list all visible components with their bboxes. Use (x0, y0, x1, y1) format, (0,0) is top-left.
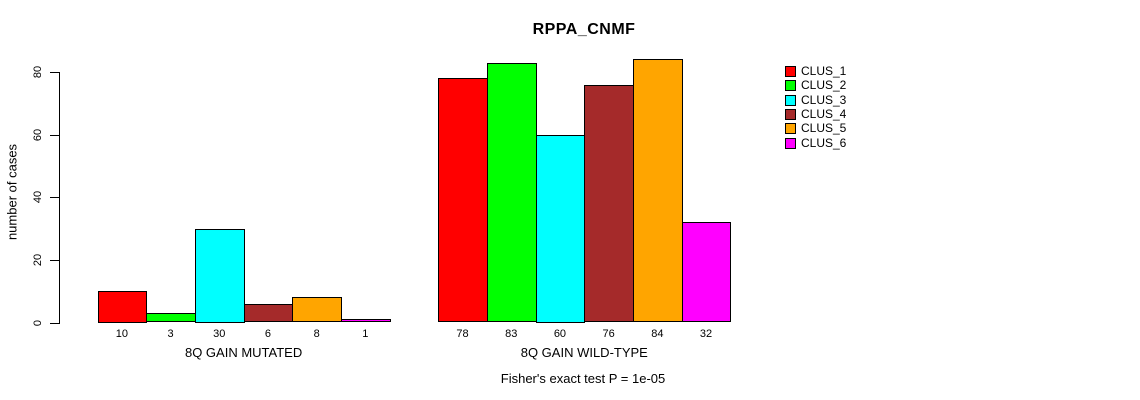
bar-clus_3-group2 (535, 134, 586, 323)
y-axis-tick (50, 197, 59, 199)
bar-clus_2-group2 (486, 62, 537, 323)
x-axis-group-label: 8Q GAIN MUTATED (184, 345, 303, 360)
bar-value-label: 78 (456, 328, 469, 340)
y-axis-tick-label: 0 (32, 319, 44, 326)
y-axis-tick-label: 80 (32, 65, 44, 79)
bar-clus_1-group2 (438, 78, 488, 323)
bar-clus_5-group2 (633, 59, 683, 323)
bar-clus_1-group1 (97, 291, 148, 323)
bar-value-label: 6 (264, 328, 271, 340)
bar-value-label: 76 (602, 328, 615, 340)
x-axis-group-label: 8Q GAIN WILD-TYPE (520, 345, 648, 360)
y-axis-tick-label: 60 (32, 128, 44, 141)
bar-value-label: 3 (167, 328, 174, 340)
legend-label: CLUS_4 (801, 106, 847, 121)
legend-swatch-clus_6 (785, 137, 796, 149)
bar-value-label: 83 (505, 328, 518, 340)
bar-value-label: 84 (651, 328, 664, 340)
legend-label: CLUS_2 (801, 78, 847, 93)
y-axis-tick (50, 259, 59, 261)
legend-label: CLUS_3 (801, 92, 847, 107)
legend-swatch-clus_3 (785, 94, 796, 106)
legend-label: CLUS_1 (801, 64, 847, 78)
y-axis-tick-label: 40 (32, 191, 44, 204)
legend-swatch-clus_1 (785, 66, 796, 77)
legend-swatch-clus_2 (785, 80, 796, 92)
bar-clus_5-group1 (292, 297, 342, 323)
bar-value-label: 8 (313, 328, 320, 340)
bar-clus_3-group1 (194, 228, 245, 323)
bar-clus_6-group2 (681, 222, 732, 323)
y-axis-tick (50, 72, 59, 73)
legend-label: CLUS_6 (801, 135, 847, 150)
footnote: Fisher's exact test P = 1e-05 (500, 371, 666, 386)
chart-title: RPPA_CNMF (532, 21, 636, 38)
y-axis-tick-label: 20 (32, 253, 44, 266)
legend-swatch-clus_5 (785, 123, 796, 135)
bar-clus_4-group2 (584, 84, 634, 323)
bar-value-label: 32 (699, 328, 713, 340)
y-axis-tick (50, 322, 59, 324)
bar-value-label: 1 (362, 328, 369, 340)
bar-value-label: 60 (553, 328, 567, 340)
legend-label: CLUS_5 (801, 121, 847, 136)
bar-value-label: 10 (115, 328, 128, 340)
y-axis-line (59, 72, 60, 324)
bar-value-label: 30 (213, 328, 226, 340)
y-axis-tick (50, 134, 59, 136)
y-axis-label: number of cases (4, 143, 20, 241)
legend-swatch-clus_4 (785, 108, 796, 120)
bar-clus_6-group1 (341, 319, 391, 323)
bar-clus_2-group1 (146, 313, 196, 323)
bar-clus_4-group1 (243, 303, 294, 323)
